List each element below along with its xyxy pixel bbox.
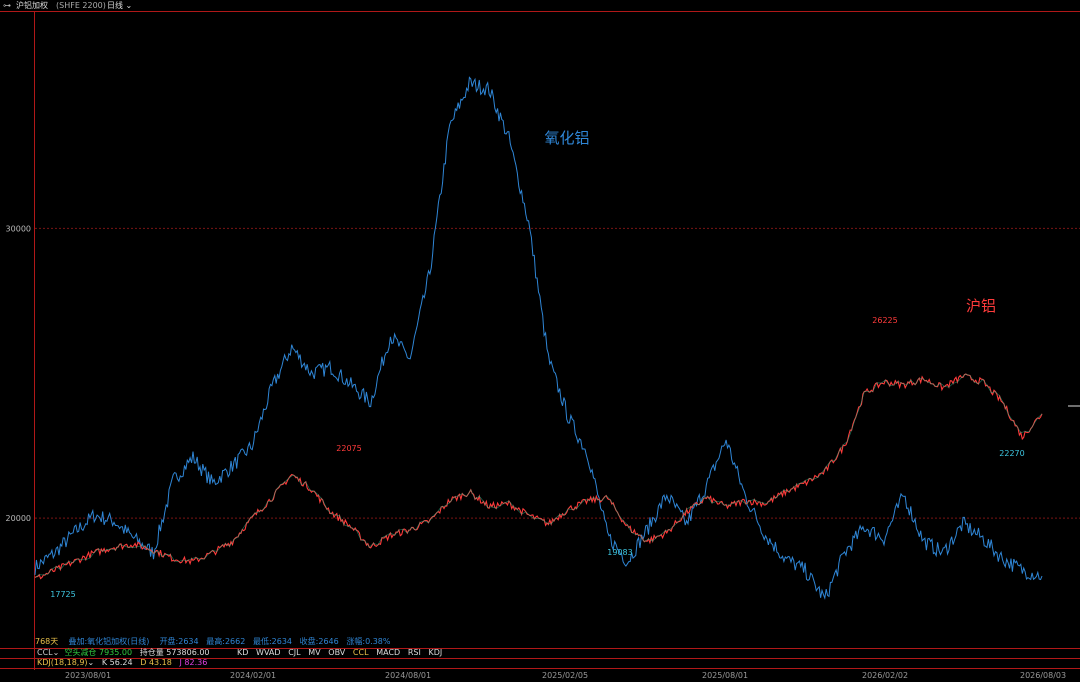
- shfe-aluminum-series-line: [34, 373, 1043, 580]
- x-tick-label: 2023/08/01: [65, 671, 112, 680]
- chevron-down-icon: ⌄: [87, 658, 95, 667]
- low-label-19083: 19083: [607, 548, 632, 557]
- period-selector[interactable]: 日线 ⌄: [107, 0, 132, 11]
- y-tick-label: 30000: [6, 224, 31, 233]
- high-value: 最高:2662: [206, 637, 246, 646]
- x-tick-label: 2025/08/01: [702, 671, 749, 680]
- x-tick-label: 2025/02/05: [542, 671, 589, 680]
- indicator-tab-rsi[interactable]: RSI: [407, 648, 421, 657]
- x-tick-label: 2024/08/01: [385, 671, 432, 680]
- ccl-label: CCL: [37, 648, 53, 657]
- indicator-tab-cjl[interactable]: CJL: [288, 648, 301, 657]
- open-value: 开盘:2634: [159, 637, 199, 646]
- alumina-series-line: [34, 76, 1043, 600]
- indicator-tab-wvad[interactable]: WVAD: [256, 648, 281, 657]
- close-value: 收盘:2646: [299, 637, 339, 646]
- series-label-shfe-aluminum: 沪铝: [966, 297, 996, 315]
- kdj-j: J 82.36: [179, 658, 208, 667]
- indicator-tab-kd[interactable]: KD: [237, 648, 249, 657]
- kdj-d: D 43.18: [140, 658, 172, 667]
- high-label-22075: 22075: [336, 444, 361, 453]
- indicator-tab-macd[interactable]: MACD: [376, 648, 401, 657]
- x-tick-label: 2026/08/03: [1020, 671, 1067, 680]
- low-label-22270: 22270: [999, 449, 1024, 458]
- indicator-tab-ccl[interactable]: CCL: [352, 648, 369, 657]
- indicator-tabs: KD WVAD CJL MV OBV CCL MACD RSI KDJ: [237, 648, 442, 658]
- indicator-tab-obv[interactable]: OBV: [328, 648, 346, 657]
- symbol-name[interactable]: 沪铝加权: [16, 1, 48, 10]
- symbol-code: (SHFE 2200): [56, 1, 106, 10]
- ccl-selector[interactable]: CCL⌄: [37, 648, 59, 657]
- period-label: 日线: [107, 1, 123, 10]
- kdj-label: KDJ(18,18,9): [37, 658, 88, 667]
- kdj-indicator-row: KDJ(18,18,9)⌄ K 56.24 D 43.18 J 82.36: [37, 658, 207, 668]
- ccl-indicator-row: CCL⌄ 空头减仓 7935.00 持仓量 573806.00: [37, 648, 210, 658]
- x-tick-label: 2024/02/01: [230, 671, 277, 680]
- kdj-selector[interactable]: KDJ(18,18,9)⌄: [37, 658, 94, 667]
- x-tick-label: 2026/02/02: [862, 671, 909, 680]
- chevron-down-icon: ⌄: [125, 1, 133, 10]
- high-label-26225: 26225: [872, 316, 897, 325]
- low-value: 最低:2634: [252, 637, 293, 646]
- series-label-alumina: 氧化铝: [544, 129, 589, 147]
- shfe-aluminum-down-candles: [34, 373, 1043, 578]
- series-group: [34, 76, 1043, 600]
- low-label-17725: 17725: [50, 590, 75, 599]
- chart-header: ⊶ 沪铝加权 (SHFE 2200) 日线 ⌄: [0, 0, 1080, 11]
- chevron-down-icon: ⌄: [52, 648, 60, 657]
- open-interest: 持仓量 573806.00: [139, 648, 210, 657]
- kdj-k: K 56.24: [101, 658, 133, 667]
- change-value: 涨幅:0.38%: [346, 637, 391, 646]
- y-tick-label: 20000: [6, 514, 31, 523]
- y-tick-labels: 20000 30000: [6, 224, 31, 523]
- days-count: 768天: [35, 637, 59, 646]
- info-line: 768天 叠加:氧化铝加权(日线) 开盘:2634 最高:2662 最低:263…: [35, 637, 390, 647]
- link-icon[interactable]: ⊶: [3, 1, 11, 10]
- indicator-tab-kdj[interactable]: KDJ: [428, 648, 443, 657]
- grid-lines: [35, 227, 1080, 519]
- indicator-tab-mv[interactable]: MV: [308, 648, 321, 657]
- overlay-label: 叠加:氧化铝加权(日线): [68, 637, 150, 646]
- ccl-value: 空头减仓 7935.00: [64, 648, 133, 657]
